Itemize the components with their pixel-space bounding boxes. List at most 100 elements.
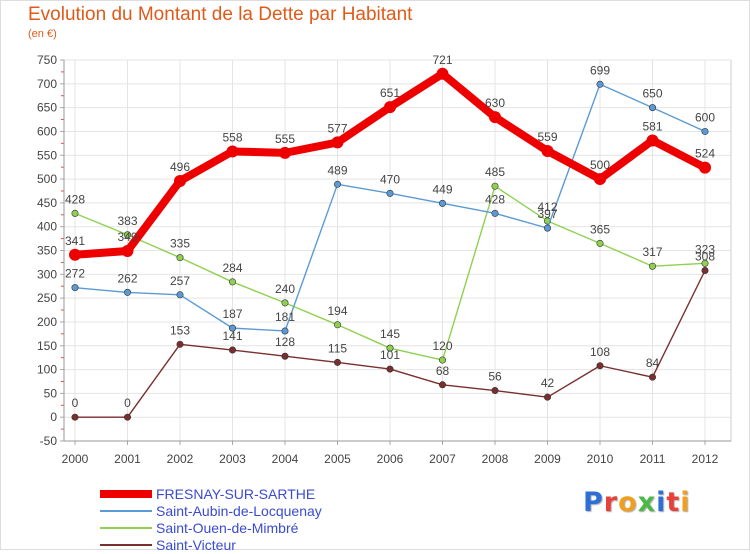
data-point xyxy=(226,145,239,158)
data-point xyxy=(386,365,394,373)
data-label: 489 xyxy=(327,163,347,177)
logo-letter: P xyxy=(583,487,604,518)
logo-letter: r xyxy=(603,487,619,518)
data-label: 240 xyxy=(275,282,295,296)
y-tick-label: 300 xyxy=(37,267,57,281)
data-label: 284 xyxy=(222,261,242,275)
data-label: 84 xyxy=(646,356,660,370)
data-label: 335 xyxy=(170,237,190,251)
data-point xyxy=(543,393,551,401)
data-point xyxy=(71,284,79,292)
y-tick-label: 350 xyxy=(37,244,57,258)
y-tick-label: 700 xyxy=(37,77,57,91)
x-tick-label: 2010 xyxy=(587,452,614,466)
data-point xyxy=(176,340,184,348)
data-label: 0 xyxy=(72,396,79,410)
data-label: 500 xyxy=(590,158,610,172)
data-point xyxy=(333,358,341,366)
data-point xyxy=(279,146,291,159)
data-point xyxy=(281,299,289,307)
data-label: 120 xyxy=(432,339,452,353)
y-tick-label: 0 xyxy=(50,410,57,424)
data-label: 721 xyxy=(432,53,452,67)
data-label: 323 xyxy=(695,242,715,256)
data-label: 449 xyxy=(432,182,452,196)
data-point xyxy=(176,254,184,262)
data-point xyxy=(436,67,449,80)
data-label: 558 xyxy=(222,130,242,144)
y-tick-label: 650 xyxy=(37,101,57,115)
data-label: 581 xyxy=(642,119,662,133)
data-point xyxy=(438,356,446,364)
data-label: 559 xyxy=(537,130,557,144)
data-point xyxy=(69,248,81,261)
y-tick-label: 100 xyxy=(37,363,57,377)
data-point xyxy=(594,173,606,186)
data-point xyxy=(386,344,394,352)
data-label: 141 xyxy=(222,329,242,343)
logo-letter: i xyxy=(680,487,691,518)
data-label: 412 xyxy=(537,200,557,214)
data-label: 496 xyxy=(170,160,190,174)
data-label: 341 xyxy=(65,234,85,248)
y-tick-label: 400 xyxy=(37,220,57,234)
x-tick-label: 2002 xyxy=(167,452,194,466)
x-tick-label: 2004 xyxy=(272,452,299,466)
data-point xyxy=(491,387,499,395)
data-label: 194 xyxy=(327,304,347,318)
x-tick-label: 2011 xyxy=(640,452,666,466)
data-point xyxy=(438,381,446,389)
data-label: 262 xyxy=(117,271,137,285)
data-label: 181 xyxy=(275,310,295,324)
data-label: 115 xyxy=(328,341,347,355)
x-tick-label: 2005 xyxy=(324,452,351,466)
data-label: 650 xyxy=(642,87,662,101)
data-label: 257 xyxy=(170,274,190,288)
data-label: 42 xyxy=(541,376,555,390)
logo-letter: o xyxy=(618,487,638,518)
y-tick-label: 750 xyxy=(37,53,57,67)
x-tick-label: 2000 xyxy=(62,452,89,466)
y-tick-label: 500 xyxy=(37,172,57,186)
legend-label: FRESNAY-SUR-SARTHE xyxy=(156,486,316,502)
data-label: 0 xyxy=(124,396,131,410)
data-point xyxy=(701,267,709,275)
data-label: 365 xyxy=(590,222,610,236)
data-point xyxy=(229,278,237,286)
data-label: 600 xyxy=(695,110,715,124)
y-tick-label: 450 xyxy=(37,196,57,210)
data-label: 56 xyxy=(488,370,502,384)
data-label: 651 xyxy=(380,86,400,100)
y-tick-label: 200 xyxy=(37,315,57,329)
data-label: 349 xyxy=(117,230,137,244)
data-label: 187 xyxy=(222,307,242,321)
data-point xyxy=(648,373,656,381)
data-point xyxy=(541,144,554,157)
data-point xyxy=(648,262,656,270)
y-tick-label: 150 xyxy=(37,339,57,353)
data-label: 524 xyxy=(695,147,715,161)
data-point xyxy=(386,189,394,197)
data-point xyxy=(699,161,711,174)
data-point xyxy=(489,111,501,124)
data-label: 397 xyxy=(537,207,557,221)
data-point xyxy=(701,259,709,267)
data-label: 577 xyxy=(327,121,347,135)
data-label: 428 xyxy=(485,192,505,206)
data-label: 272 xyxy=(65,267,85,281)
data-label: 68 xyxy=(436,364,450,378)
legend-label: Saint-Ouen-de-Mimbré xyxy=(156,520,299,536)
chart-title: Evolution du Montant de la Dette par Hab… xyxy=(28,4,413,25)
data-point xyxy=(124,231,132,239)
legend-swatch xyxy=(100,544,152,546)
data-point xyxy=(701,127,709,135)
data-label: 630 xyxy=(485,96,505,110)
proxiti-logo: Proxiti xyxy=(583,487,691,518)
data-label: 317 xyxy=(642,245,662,259)
data-point xyxy=(229,324,237,332)
data-point xyxy=(124,288,132,296)
data-point xyxy=(333,180,341,188)
data-label: 485 xyxy=(485,165,505,179)
data-label: 555 xyxy=(275,132,295,146)
data-point xyxy=(121,244,134,257)
